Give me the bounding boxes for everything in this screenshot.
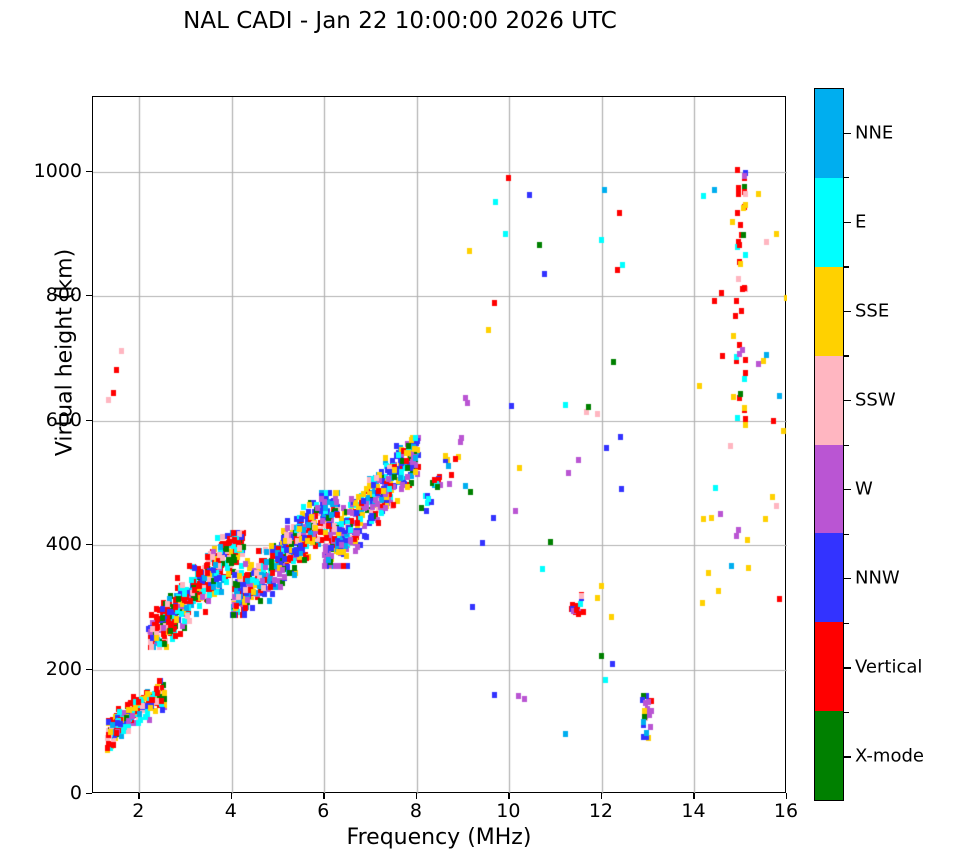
x-tick-label: 12 [588,800,614,822]
colorbar-tick [844,578,851,580]
colorbar-label-x-mode: X-mode [855,745,924,767]
y-tick-mark [86,295,92,297]
plot-area[interactable] [92,96,787,794]
page-title: NAL CADI - Jan 22 10:00:00 2026 UTC [183,8,617,34]
y-tick-mark [86,668,92,670]
x-tick-mark [600,793,603,799]
y-tick-label: 400 [45,533,82,556]
colorbar-segment-sse[interactable] [815,266,843,356]
y-tick-label: 1000 [33,159,82,182]
y-tick-label: 800 [45,284,82,307]
x-tick-label: 16 [773,800,799,822]
x-tick-label: 4 [224,800,237,822]
colorbar-tick [844,756,851,758]
x-tick-mark [138,793,140,799]
x-tick-mark [693,793,695,799]
x-tick-mark [508,793,510,799]
y-tick-mark [86,170,92,172]
x-tick-label: 10 [496,800,521,822]
x-axis-label: Frequency (MHz) [346,825,532,850]
colorbar-tick [844,399,851,402]
x-tick-mark [786,793,788,799]
x-tick-label: 8 [409,800,422,822]
colorbar-segment-w[interactable] [815,444,843,534]
y-tick-label: 0 [69,782,82,804]
colorbar-label-ssw: SSW [855,389,896,411]
colorbar-label-sse: SSE [855,300,890,322]
colorbar-boundary-tick [844,622,849,625]
colorbar-segment-e[interactable] [815,177,843,267]
azimuth-colorbar[interactable] [814,88,844,801]
colorbar-label-nnw: NNW [855,567,900,589]
colorbar-tick [844,489,851,491]
colorbar-segment-nne[interactable] [815,89,843,178]
colorbar-boundary-tick [844,177,849,179]
colorbar-label-vertical: Vertical [855,656,923,678]
colorbar-segment-nnw[interactable] [815,533,843,623]
y-tick-label: 200 [45,657,82,680]
y-tick-mark [86,544,92,546]
x-tick-mark [323,793,325,799]
colorbar-segment-x-mode[interactable] [815,711,843,800]
x-tick-label: 2 [132,800,145,822]
x-tick-mark [230,793,233,799]
y-tick-mark [86,793,92,795]
x-tick-label: 14 [681,800,706,822]
colorbar-boundary-tick [844,355,849,357]
y-axis-label: Virtual height (km) [52,248,78,457]
colorbar-label-e: E [855,211,867,233]
colorbar-label-w: W [855,478,873,500]
colorbar-tick [844,221,851,223]
colorbar-boundary-tick [844,711,849,714]
colorbar-segment-ssw[interactable] [815,355,843,445]
scatter-data-canvas[interactable] [93,97,787,794]
colorbar-boundary-tick [844,533,849,535]
colorbar-tick [844,310,851,313]
colorbar-tick [844,667,851,669]
colorbar-segment-vertical[interactable] [815,622,843,712]
colorbar-boundary-tick [844,444,849,446]
y-tick-label: 600 [45,408,82,431]
colorbar-tick [844,132,851,134]
colorbar-boundary-tick [844,266,849,268]
x-tick-label: 6 [317,800,330,822]
x-tick-mark [415,793,418,799]
y-tick-mark [86,419,92,421]
colorbar-label-nne: NNE [855,122,894,144]
